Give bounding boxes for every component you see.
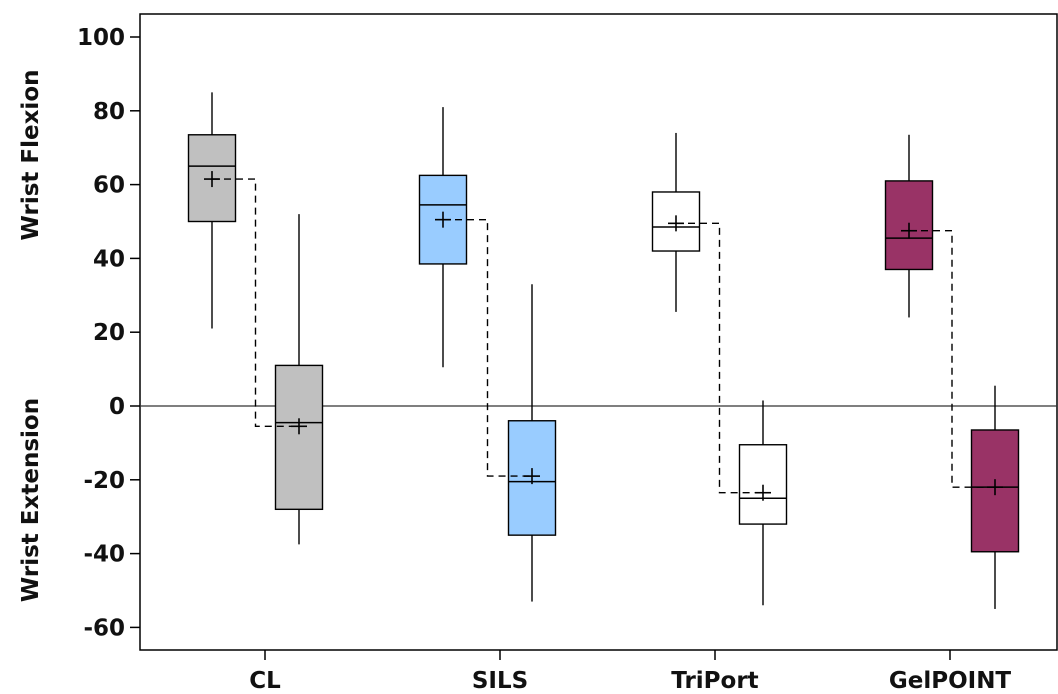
y-tick-label: 0 [109,394,125,420]
x-category-label: SILS [472,668,528,694]
plot-frame [139,13,1058,651]
y-tick-label: -60 [83,615,125,641]
x-category-label: CL [249,668,281,694]
y-tick-label: 60 [93,173,125,199]
y-tick-label: 80 [93,99,125,125]
y-tick-label: 100 [77,25,125,51]
sils-mean-connector [443,218,532,477]
triport-extension-box [738,444,788,525]
cl-mean-connector [212,178,299,427]
cl-extension-box [274,364,324,511]
y-axis-label-extension: Wrist Extension [18,398,44,602]
y-tick-label: 40 [93,246,125,272]
y-axis-label-flexion: Wrist Flexion [18,70,44,241]
y-tick-label: -20 [83,468,125,494]
y-tick-label: -40 [83,542,125,568]
y-tick-label: 20 [93,320,125,346]
plot-area: 100 80 60 40 20 0 -20 -40 -60 CL SILS TriPort GelPOI… [77,13,1058,694]
x-category-label: TriPort [671,668,758,694]
gelpoint-mean-connector [909,230,995,488]
x-category-label: GelPOINT [889,668,1012,694]
